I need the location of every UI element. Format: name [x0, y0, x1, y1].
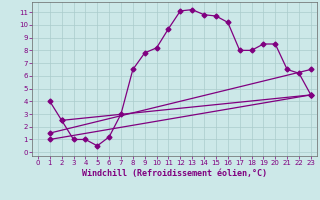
X-axis label: Windchill (Refroidissement éolien,°C): Windchill (Refroidissement éolien,°C): [82, 169, 267, 178]
